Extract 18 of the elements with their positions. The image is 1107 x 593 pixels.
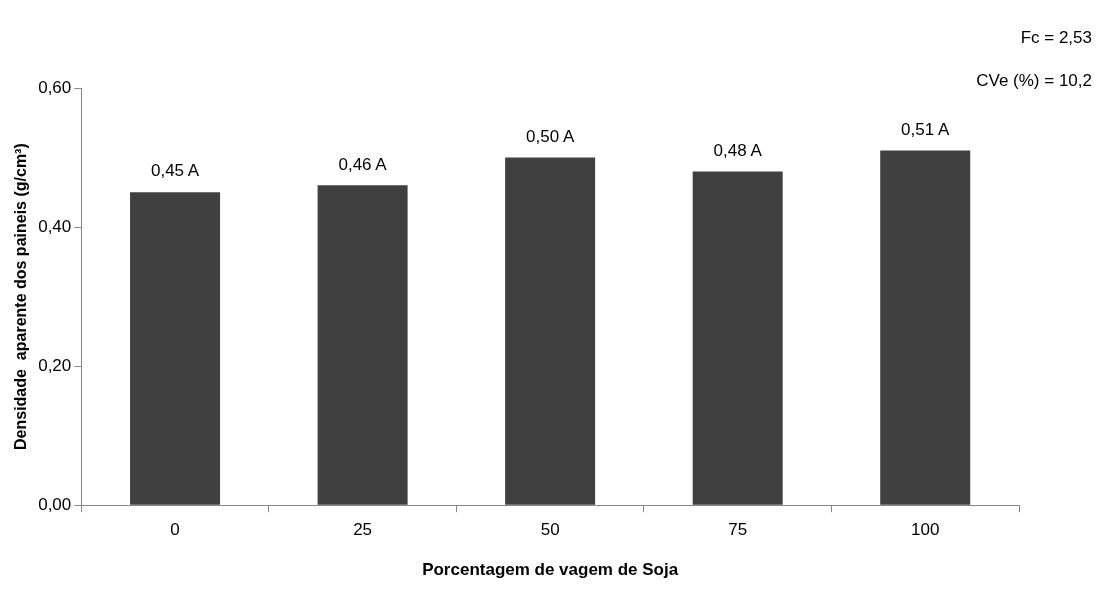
y-tick-label: 0,00 [38,494,72,514]
x-tick-label: 75 [728,520,748,540]
y-tick-label: 0,40 [38,216,72,236]
text: Fc = 2,53 [1020,27,1092,47]
x-tick-label: 50 [540,520,560,540]
y-tick-label: 0,20 [38,355,72,375]
x-tick-label: 0 [170,520,180,540]
x-tick-label: 100 [911,520,940,540]
y-axis-title: Densidade aparente dos paineis (g/cm³) [12,143,30,450]
x-tick-label: 25 [353,520,373,540]
data-label: 0,46 A [338,154,388,174]
y-tick-label: 0,60 [38,77,72,97]
x-axis-title: Porcentagem de vagem de Soja [422,560,679,580]
data-label: 0,48 A [713,140,763,160]
annotation: CVe (%) = 10,2 [976,70,1092,90]
data-label: 0,50 A [526,126,575,146]
data-label: 0,51 A [901,119,950,139]
data-label: 0,45 A [150,161,200,181]
